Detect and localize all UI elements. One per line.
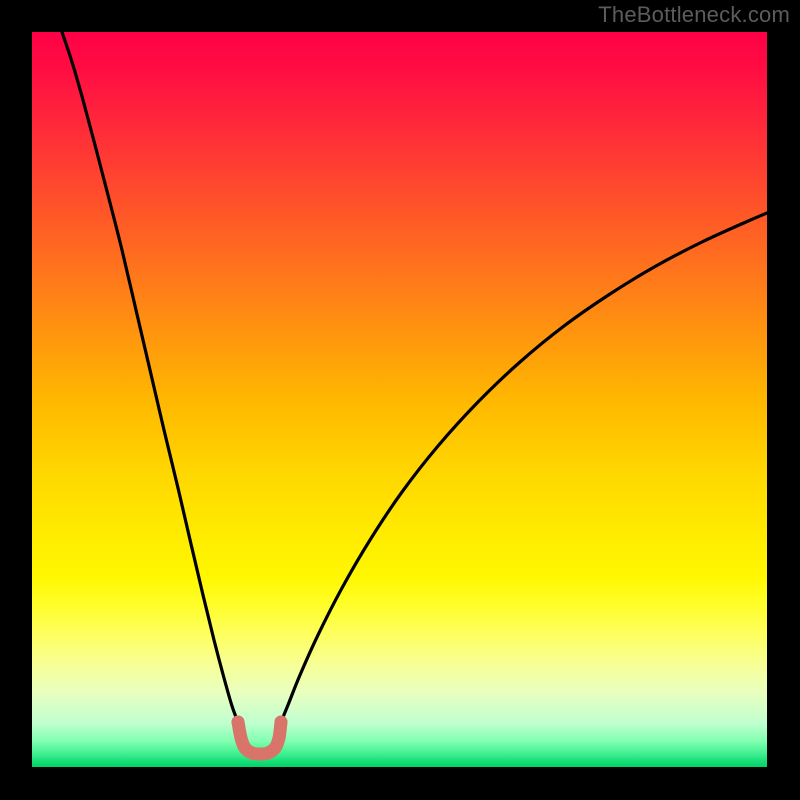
valley-dot-1 [275,716,288,729]
chart-container: TheBottleneck.com [0,0,800,800]
chart-gradient-bg [32,32,767,767]
bottleneck-chart [0,0,800,800]
valley-dot-0 [232,716,245,729]
watermark-text: TheBottleneck.com [598,2,790,28]
